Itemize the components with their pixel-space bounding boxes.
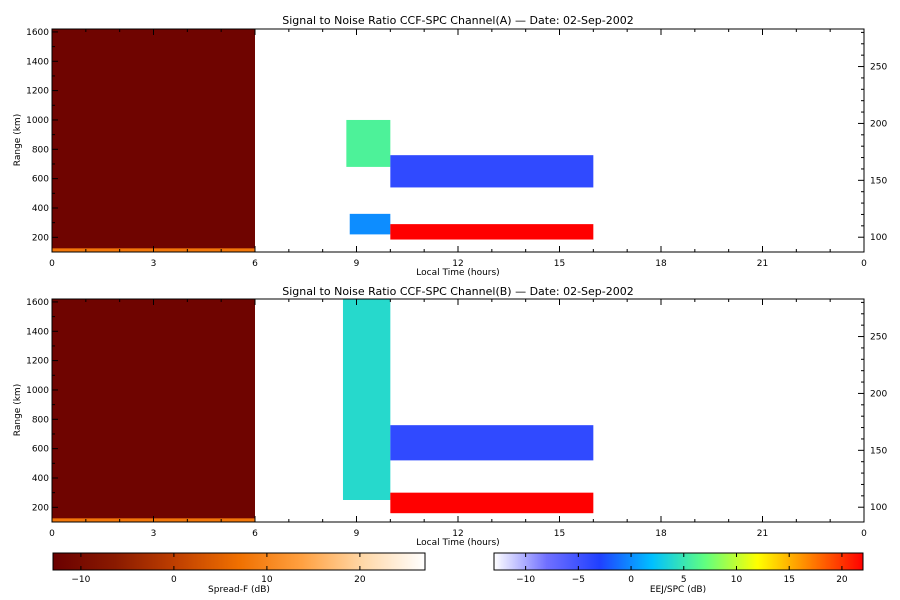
colorbar-eej-ticks: −10 −5 0 5 10 15 20 [516,553,848,585]
axes-b: 0 3 6 9 12 15 18 21 0 200 400 600 800 1000 1200 1400 160… [26,298,887,539]
heatmap-region [52,29,255,252]
colorbar-spread-f-label: Spread-F (dB) [208,585,270,595]
y2-tick-label: 250 [870,333,887,343]
colorbar-eej: −10 −5 0 5 10 15 20 EEJ/SPC (dB) [493,552,864,595]
y2-tick-label: 250 [870,63,887,73]
x-tick-label: 0 [861,259,867,269]
y-tick-label: 1600 [26,298,49,308]
heatmap-region [390,155,594,188]
colorbar-tick-label: −10 [71,575,90,585]
y-tick-label: 1200 [26,87,49,97]
colorbar-tick-label: 10 [261,575,273,585]
xlabel-b: Local Time (hours) [416,538,499,548]
y-tick-label: 1400 [26,57,49,67]
heatmap-region [390,492,594,514]
colorbar-tick-label: −10 [516,575,535,585]
y-tick-label: 200 [32,233,49,243]
y2-tick-label: 200 [870,119,887,129]
y-tick-label: 200 [32,503,49,513]
heatmap-region [390,425,594,461]
y-tick-label: 600 [32,445,49,455]
heatmap-regions-b [52,299,594,522]
x-tick-label: 0 [49,259,55,269]
heatmap-region [342,299,391,500]
colorbar-tick-label: −5 [572,575,585,585]
y2-tick-label: 150 [870,446,887,456]
panel-a: Signal to Noise Ratio CCF-SPC Channel(A)… [13,14,887,278]
x-tick-label: 15 [554,529,565,539]
y-tick-label: 1000 [26,116,49,126]
heatmap-region [349,213,391,235]
x-tick-label: 12 [452,529,463,539]
y-tick-label: 400 [32,204,49,214]
x-tick-label: 6 [252,259,258,269]
colorbar-tick-label: 0 [171,575,177,585]
y-tick-label: 1400 [26,327,49,337]
y-tick-label: 800 [32,415,49,425]
title-b: Signal to Noise Ratio CCF-SPC Channel(B)… [282,285,633,298]
colorbar-tick-label: 20 [836,575,848,585]
y-tick-label: 1000 [26,386,49,396]
y-tick-label: 1200 [26,357,49,367]
y2-tick-label: 100 [870,503,887,513]
y-tick-label: 600 [32,175,49,185]
colorbar-eej-label: EEJ/SPC (dB) [650,585,706,595]
y-tick-label: 800 [32,145,49,155]
panel-b: Signal to Noise Ratio CCF-SPC Channel(B)… [13,285,887,548]
colorbar-tick-label: 0 [628,575,634,585]
x-tick-label: 21 [757,259,768,269]
x-tick-label: 18 [655,529,667,539]
colorbar-tick-label: 10 [731,575,743,585]
x-tick-label: 12 [452,259,463,269]
heatmap-regions-a [52,29,594,252]
colorbar-spread-f-ticks: −10 0 10 20 [71,553,366,585]
heatmap-region [346,119,391,167]
ylabel-a: Range (km) [13,114,23,166]
colorbar-spread-f-gradient [52,552,426,571]
heatmap-region [390,224,594,240]
y2-tick-label: 100 [870,233,887,243]
x-tick-label: 9 [354,259,360,269]
colorbar-spread-f: −10 0 10 20 Spread-F (dB) [52,552,426,595]
x-tick-label: 15 [554,259,565,269]
colorbar-eej-gradient [493,552,864,571]
title-a: Signal to Noise Ratio CCF-SPC Channel(A)… [282,14,633,27]
y-tick-label: 1600 [26,28,49,38]
x-tick-label: 3 [151,529,157,539]
colorbar-tick-label: 5 [681,575,687,585]
y-tick-label: 400 [32,474,49,484]
y2-tick-label: 150 [870,176,887,186]
x-tick-label: 6 [252,529,258,539]
x-tick-label: 3 [151,259,157,269]
colorbar-tick-label: 20 [354,575,366,585]
y2-tick-label: 200 [870,389,887,399]
x-tick-label: 21 [757,529,768,539]
colorbar-tick-label: 15 [783,575,794,585]
x-tick-label: 9 [354,529,360,539]
ylabel-b: Range (km) [13,384,23,436]
x-tick-label: 18 [655,259,667,269]
xlabel-a: Local Time (hours) [416,268,499,278]
heatmap-region [52,299,255,522]
x-tick-label: 0 [861,529,867,539]
axes-a: 0 3 6 9 12 15 18 21 0 200 400 600 800 1000 1200 1400 160… [26,28,887,269]
x-tick-label: 0 [49,529,55,539]
